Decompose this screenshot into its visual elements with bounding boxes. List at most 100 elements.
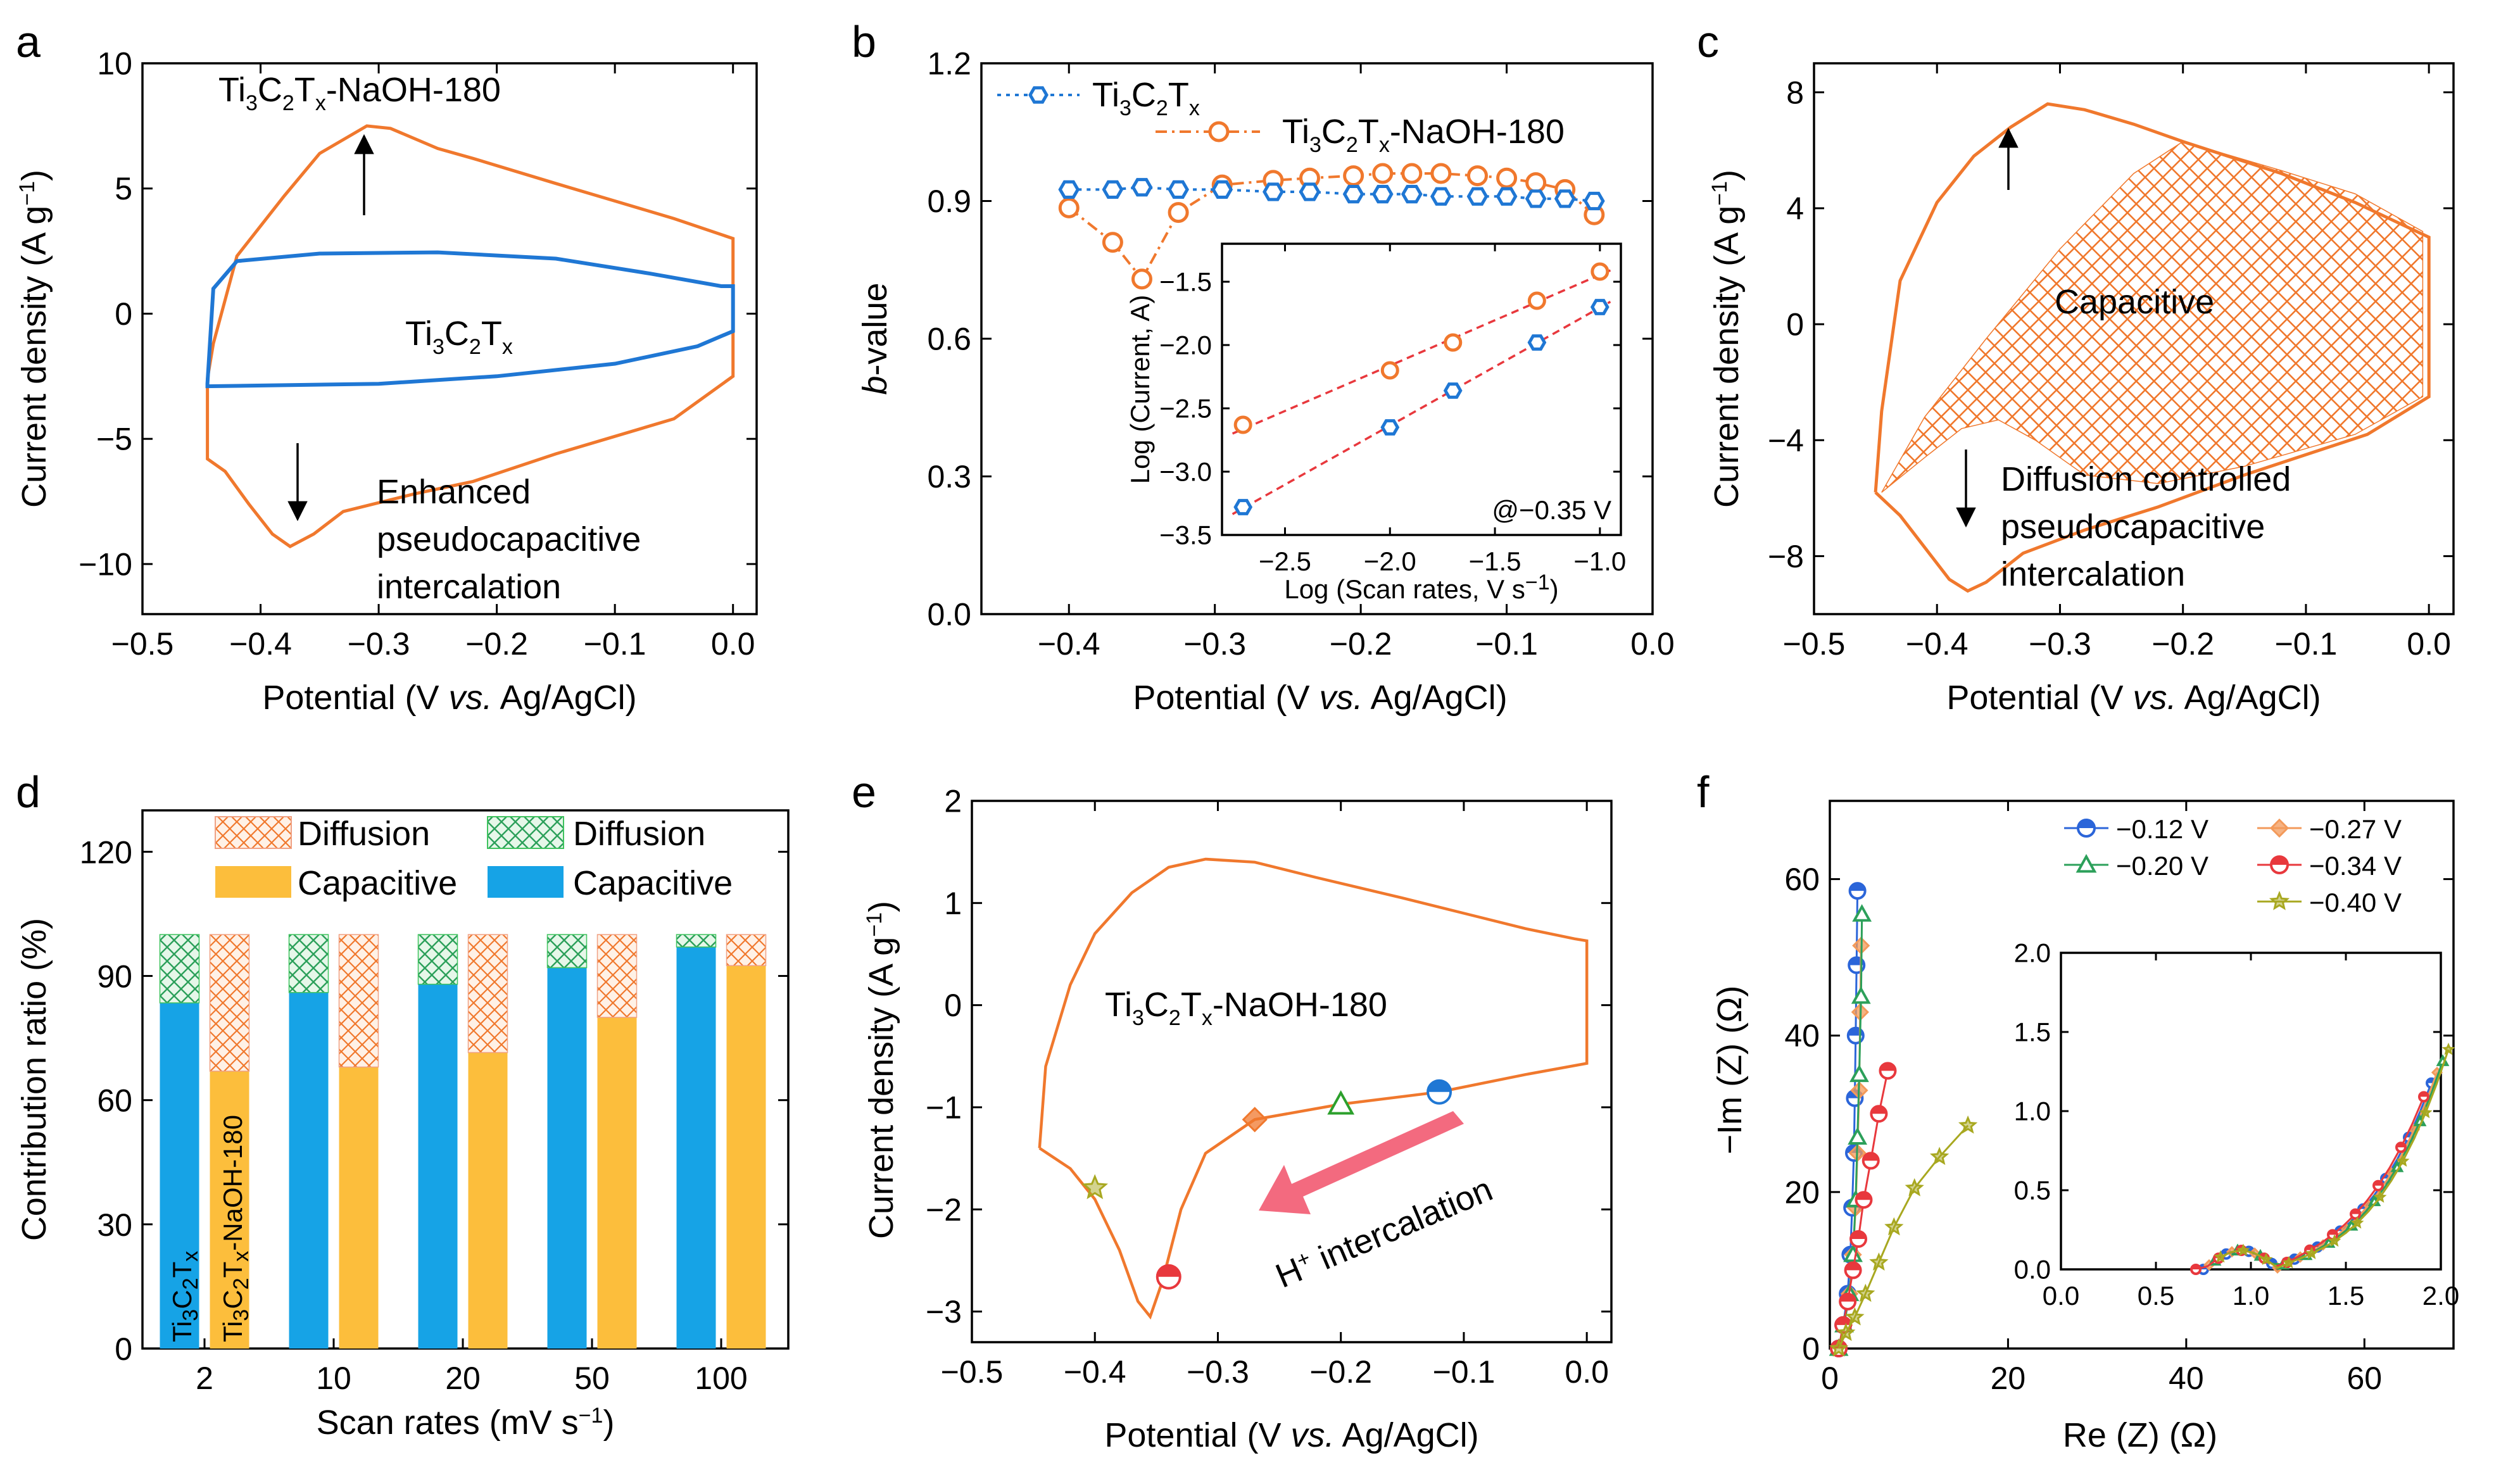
- f-point-fill: [1836, 1317, 1851, 1325]
- panel-a-annotation-2: pseudocapacitive: [377, 520, 641, 558]
- fi-point: [2236, 1243, 2250, 1257]
- fi-point-fill: [2397, 1143, 2405, 1148]
- panel-e-xlabel: Potential (V vs. Ag/AgCl): [1104, 1416, 1478, 1454]
- b-point-ti3c2tx: [1496, 187, 1518, 206]
- b-point-ti3c2tx: [1263, 182, 1284, 201]
- bar-ti3c2tx-diffusion: [676, 934, 717, 948]
- panel-a-axes: [141, 62, 758, 615]
- x-tick-label: −1.0: [1573, 546, 1626, 576]
- panel-b-inset-note: @−0.35 V: [1492, 495, 1611, 525]
- b-point-ti3c2tx: [1342, 185, 1364, 204]
- bar-naoh-diffusion: [596, 934, 638, 1018]
- panel-a-xlabel: Potential (V vs. Ag/AgCl): [262, 679, 636, 717]
- panel-b-legend-naoh: Ti3C2Tx-NaOH-180: [1282, 113, 1565, 157]
- fi-point-fill: [2328, 1230, 2337, 1235]
- panel-b-inset-axes: [1221, 242, 1622, 536]
- panel-f-xlabel: Re (Z) (Ω): [2063, 1416, 2217, 1454]
- fi-point: [2396, 1154, 2410, 1167]
- bar-naoh-diffusion: [338, 934, 379, 1068]
- fi-point: [2305, 1247, 2319, 1259]
- panel-e: e −0.5 −0.4 −0.3 −0.2 −0.1 0.0 2 1 0 −1 −2 −3 Poten…: [852, 767, 1613, 1454]
- y-tick-label: 20: [1784, 1174, 1820, 1210]
- b-point-naoh: [1102, 232, 1123, 253]
- bar-ti3c2tx-capacitive: [676, 946, 716, 1349]
- x-tick-label: 60: [2347, 1361, 2382, 1396]
- panel-f-inset: 0.0 0.5 1.0 1.5 2.0 2.0 1.5 1.0 0.5 0.0: [2014, 938, 2460, 1311]
- b-point-ti3c2tx: [1583, 191, 1605, 211]
- b-point-naoh: [1466, 165, 1488, 187]
- y-tick-label: 2: [944, 784, 962, 819]
- b-point-ti3c2tx: [1554, 189, 1576, 208]
- bar-ti3c2tx-capacitive: [160, 1003, 199, 1349]
- y-tick-label: −2: [926, 1192, 962, 1228]
- legend-swatch-diffusion-ti3c2tx: [487, 816, 564, 849]
- x-tick-label: 0.0: [1565, 1354, 1609, 1390]
- y-tick-label: 0: [115, 296, 132, 332]
- x-tick-label: −0.5: [941, 1354, 1004, 1390]
- b-point-naoh: [1496, 167, 1518, 189]
- y-tick-label: −4: [1768, 423, 1804, 458]
- f-point-fill: [1856, 1192, 1872, 1200]
- fi-point-fill: [2419, 1092, 2429, 1097]
- inset-point: [1444, 333, 1463, 352]
- x-tick-label: −0.2: [2151, 626, 2214, 662]
- fi-point-fill: [2191, 1265, 2200, 1269]
- x-tick-label: 2.0: [2422, 1281, 2459, 1311]
- panel-a-line-ti3c2tx: [205, 250, 735, 389]
- panel-d-ticks: 0 30 60 90 120: [80, 834, 788, 1367]
- panel-label-a: a: [16, 17, 41, 66]
- y-tick-label: 4: [1786, 191, 1804, 226]
- x-tick-label: −0.2: [465, 626, 528, 662]
- fi-point-fill: [2351, 1209, 2360, 1214]
- y-tick-label: 0: [944, 988, 962, 1023]
- panel-a-label-naoh: Ti3C2Tx-NaOH-180: [218, 71, 501, 115]
- f-legend-label: −0.20 V: [2116, 851, 2208, 881]
- f-legend-marker-fill: [2271, 857, 2288, 865]
- y-tick-label: 5: [115, 171, 132, 206]
- panel-d-axes: [141, 809, 790, 1350]
- y-tick-label: −1.5: [1159, 267, 1212, 297]
- e-marker: [1327, 1090, 1355, 1115]
- panel-f-inset-axes: [2060, 952, 2442, 1271]
- panel-label-f: f: [1697, 767, 1710, 817]
- panel-c-annotation-2: pseudocapacitive: [2001, 508, 2265, 546]
- f-point: [1905, 1178, 1924, 1197]
- y-tick-label: 0: [1786, 307, 1804, 343]
- bar-ti3c2tx-capacitive: [418, 984, 458, 1349]
- inset-fit-line: [1232, 269, 1611, 435]
- panel-a-annotation-3: intercalation: [377, 568, 561, 606]
- f-point-fill: [1845, 1262, 1861, 1271]
- panel-d-ylabel: Contribution ratio (%): [15, 918, 53, 1241]
- b-point-naoh: [1401, 163, 1423, 184]
- panel-d-legend-diffusion-2: Diffusion: [573, 815, 705, 853]
- b-point-ti3c2tx: [1168, 180, 1189, 199]
- bar-naoh-capacitive: [468, 1052, 508, 1349]
- b-point-ti3c2tx: [1371, 185, 1394, 204]
- inset-point: [1527, 291, 1546, 310]
- bar-naoh-capacitive: [726, 965, 766, 1349]
- y-tick-label: 0: [1802, 1331, 1820, 1367]
- panel-d-bars: 2 10 20 50 100: [159, 934, 767, 1396]
- panel-e-ticks: −0.5 −0.4 −0.3 −0.2 −0.1 0.0 2 1 0 −1 −2 −3: [926, 784, 1611, 1390]
- panel-d: d 0 30 60 90 120 2 10 20 50 100 Scan rates (mV s…: [15, 767, 790, 1442]
- b-series-line: [1068, 172, 1596, 282]
- x-tick-label: 0.0: [2043, 1281, 2079, 1311]
- inset-point: [1233, 499, 1253, 515]
- x-tick-label: 1.5: [2328, 1281, 2364, 1311]
- y-tick-label: −2.0: [1159, 330, 1212, 360]
- f-point: [1848, 1127, 1868, 1145]
- y-tick-label: 0: [115, 1331, 132, 1367]
- y-tick-label: 0.6: [927, 322, 971, 357]
- f-point: [1843, 1244, 1863, 1262]
- f-point: [1845, 1307, 1865, 1326]
- y-tick-label: −8: [1768, 539, 1804, 574]
- panel-e-intercalation-arrow: [1259, 1111, 1464, 1214]
- x-tick-label: 0.5: [2138, 1281, 2174, 1311]
- panel-c-ticks: −0.5 −0.4 −0.3 −0.2 −0.1 0.0 8 4 0 −4 −8: [1768, 63, 2454, 662]
- panel-f-ticks: 0 20 40 60 60 40 20 0: [1784, 801, 2454, 1396]
- y-tick-label: 60: [1784, 862, 1820, 897]
- bar-naoh-capacitive: [339, 1067, 379, 1349]
- b-point-ti3c2tx: [1058, 180, 1080, 199]
